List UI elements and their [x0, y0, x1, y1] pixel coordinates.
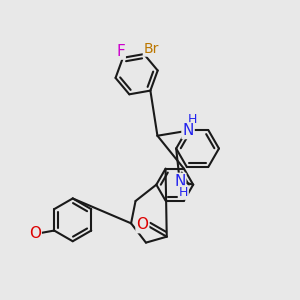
Text: F: F — [116, 44, 125, 59]
Text: O: O — [136, 217, 148, 232]
Text: N: N — [182, 123, 194, 138]
Text: Br: Br — [144, 42, 159, 56]
Text: H: H — [178, 186, 188, 199]
Text: H: H — [188, 113, 197, 126]
Text: O: O — [29, 226, 41, 241]
Text: N: N — [174, 174, 185, 189]
